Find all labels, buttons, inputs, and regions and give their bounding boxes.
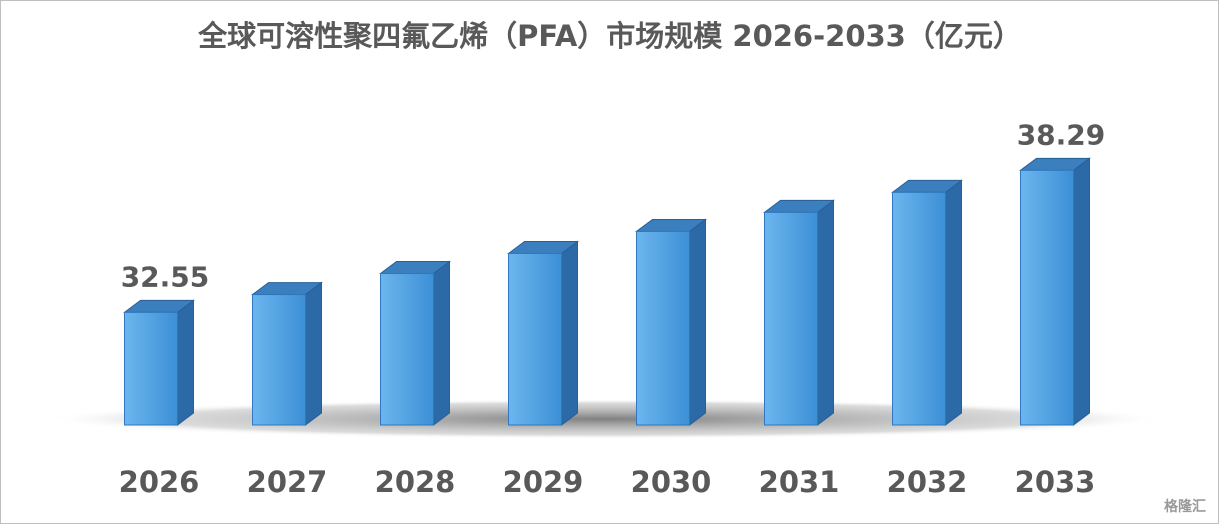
bar-side [433, 260, 450, 426]
bar-side [1073, 157, 1090, 426]
watermark: 格隆汇 [1164, 498, 1206, 515]
bar-side [561, 240, 578, 426]
data-label: 38.29 [1017, 118, 1106, 151]
bar-side [305, 281, 322, 426]
x-tick-label: 2028 [375, 465, 456, 499]
bar [892, 191, 946, 426]
chart-title: 全球可溶性聚四氟乙烯（PFA）市场规模 2026-2033（亿元） [197, 19, 1022, 53]
bar [252, 294, 306, 426]
bar [636, 230, 690, 426]
bar-side [945, 179, 962, 426]
bar-side [177, 299, 194, 426]
x-tick-label: 2031 [759, 465, 840, 499]
bar [380, 273, 434, 426]
floor-shadow [45, 399, 1165, 439]
x-tick-label: 2027 [247, 465, 328, 499]
x-tick-label: 2030 [631, 465, 712, 499]
bar-side [817, 199, 834, 426]
data-label: 32.55 [121, 260, 210, 293]
x-tick-label: 2029 [503, 465, 584, 499]
x-tick-label: 2026 [119, 465, 200, 499]
x-tick-label: 2032 [887, 465, 968, 499]
bar [124, 311, 178, 426]
bar [1020, 169, 1074, 426]
bar [764, 211, 818, 426]
bar-side [689, 218, 706, 426]
bar [508, 252, 562, 426]
x-tick-label: 2033 [1015, 465, 1096, 499]
